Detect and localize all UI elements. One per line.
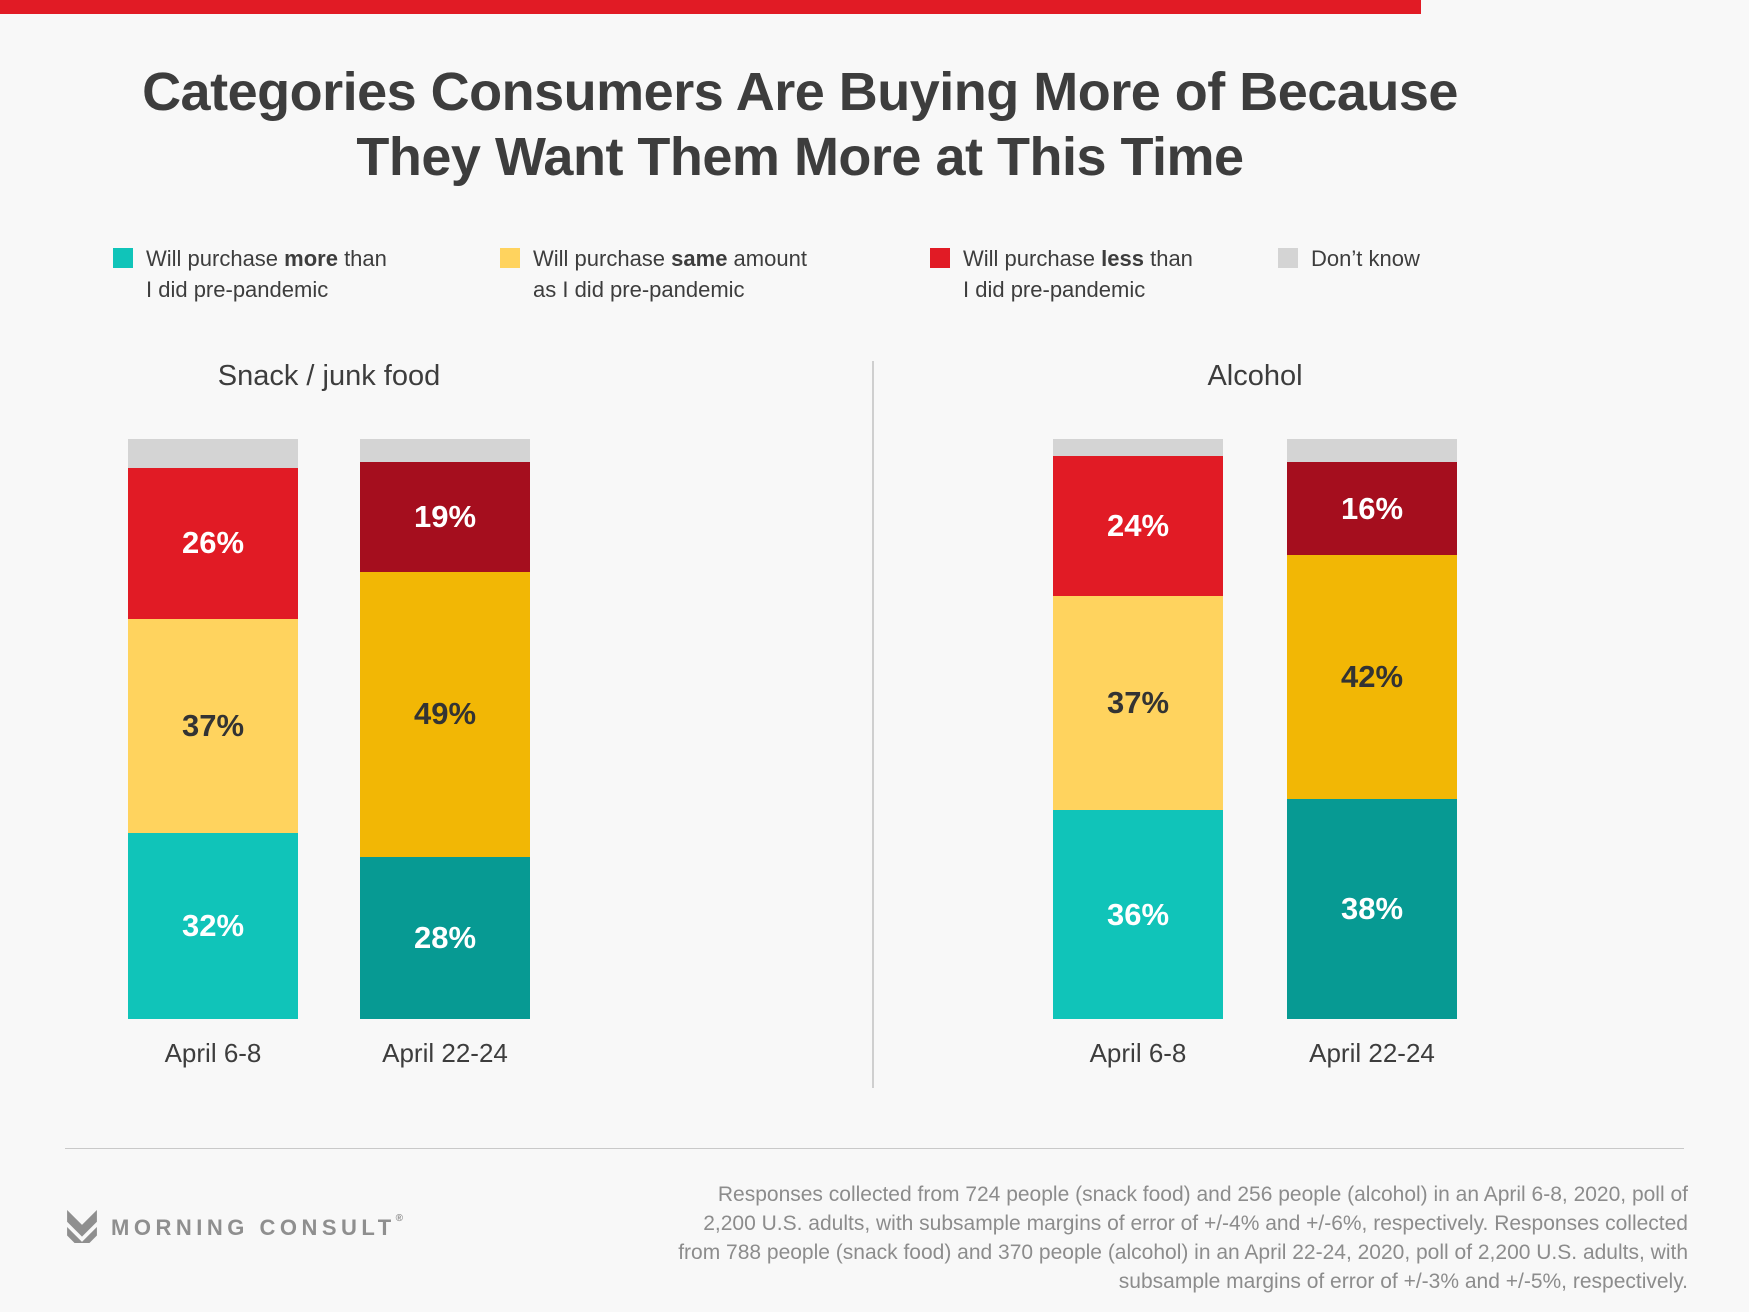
value-label: 32% xyxy=(181,908,245,944)
legend-item-purchase-same: Will purchase same amount as I did pre-pa… xyxy=(500,243,807,305)
footer-divider xyxy=(65,1148,1684,1149)
bar-snack-april-6-8: 26% 37% 32% xyxy=(128,439,298,1019)
bar-alcohol-april-22-24: 16% 42% 38% xyxy=(1287,439,1457,1019)
legend-swatch-dont-know xyxy=(1278,248,1298,268)
page-title: Categories Consumers Are Buying More of … xyxy=(0,60,1600,190)
value-label: 19% xyxy=(413,499,477,535)
segment-same: 42% xyxy=(1287,554,1457,799)
segment-dont-know xyxy=(1287,439,1457,463)
bar-snack-april-22-24: 19% 49% 28% xyxy=(360,439,530,1019)
value-label: 37% xyxy=(1106,684,1170,720)
page-title-line2: They Want Them More at This Time xyxy=(356,127,1244,187)
segment-less: 24% xyxy=(1053,456,1223,596)
value-label: 37% xyxy=(181,708,245,744)
segment-same: 37% xyxy=(1053,595,1223,811)
legend-item-dont-know: Don’t know xyxy=(1278,243,1420,274)
legend-label-same: Will purchase same amount as I did pre-pa… xyxy=(533,246,807,302)
value-label: 38% xyxy=(1340,890,1404,926)
chart-group-title-alcohol: Alcohol xyxy=(1207,360,1303,392)
segment-more: 38% xyxy=(1287,798,1457,1019)
chart-group-title-snack: Snack / junk food xyxy=(217,360,441,392)
segment-more: 36% xyxy=(1053,810,1223,1019)
value-label: 28% xyxy=(413,919,477,955)
category-label: April 22-24 xyxy=(382,1038,508,1068)
legend-swatch-more xyxy=(113,248,133,268)
value-label: 26% xyxy=(181,525,245,561)
footnote-line: 2,200 U.S. adults, with subsample margin… xyxy=(703,1212,1688,1235)
footnote-line: Responses collected from 724 people (sna… xyxy=(717,1183,1688,1206)
bar-alcohol-april-6-8: 24% 37% 36% xyxy=(1053,439,1223,1019)
segment-same: 49% xyxy=(360,572,530,857)
segment-same: 37% xyxy=(128,618,298,834)
segment-dont-know xyxy=(360,439,530,463)
category-label: April 22-24 xyxy=(1309,1038,1435,1068)
morning-consult-wordmark: MORNING CONSULT® xyxy=(111,1212,404,1240)
methodology-footnote: Responses collected from 724 people (sna… xyxy=(678,1180,1688,1296)
segment-less: 26% xyxy=(128,468,298,619)
value-label: 16% xyxy=(1340,490,1404,526)
segment-more: 28% xyxy=(360,856,530,1019)
value-label: 42% xyxy=(1340,658,1404,694)
value-label: 24% xyxy=(1106,507,1170,543)
legend-swatch-less xyxy=(930,248,950,268)
legend-item-purchase-more: Will purchase more than I did pre-pandemi… xyxy=(113,243,387,305)
registered-mark: ® xyxy=(395,1212,404,1224)
legend-label-dont-know: Don’t know xyxy=(1311,246,1420,271)
segment-less: 16% xyxy=(1287,462,1457,555)
category-label: April 6-8 xyxy=(1089,1038,1187,1068)
morning-consult-m-icon xyxy=(67,1210,97,1243)
vertical-divider xyxy=(872,361,874,1088)
segment-less: 19% xyxy=(360,462,530,573)
segment-more: 32% xyxy=(128,833,298,1019)
brand-top-bar xyxy=(0,0,1421,14)
segment-dont-know xyxy=(128,439,298,468)
value-label: 36% xyxy=(1106,896,1170,932)
value-label: 49% xyxy=(413,696,477,732)
morning-consult-logo: MORNING CONSULT® xyxy=(66,1210,403,1243)
footnote-line: from 788 people (snack food) and 370 peo… xyxy=(678,1241,1688,1264)
legend-swatch-same xyxy=(500,248,520,268)
legend-label-less: Will purchase less than I did pre-pandemi… xyxy=(963,246,1193,302)
legend-item-purchase-less: Will purchase less than I did pre-pandemi… xyxy=(930,243,1193,305)
page-title-line1: Categories Consumers Are Buying More of … xyxy=(142,62,1458,122)
category-label: April 6-8 xyxy=(164,1038,262,1068)
legend-label-more: Will purchase more than I did pre-pandemi… xyxy=(146,246,387,302)
footnote-line: subsample margins of error of +/-3% and … xyxy=(1118,1270,1688,1293)
segment-dont-know xyxy=(1053,439,1223,457)
